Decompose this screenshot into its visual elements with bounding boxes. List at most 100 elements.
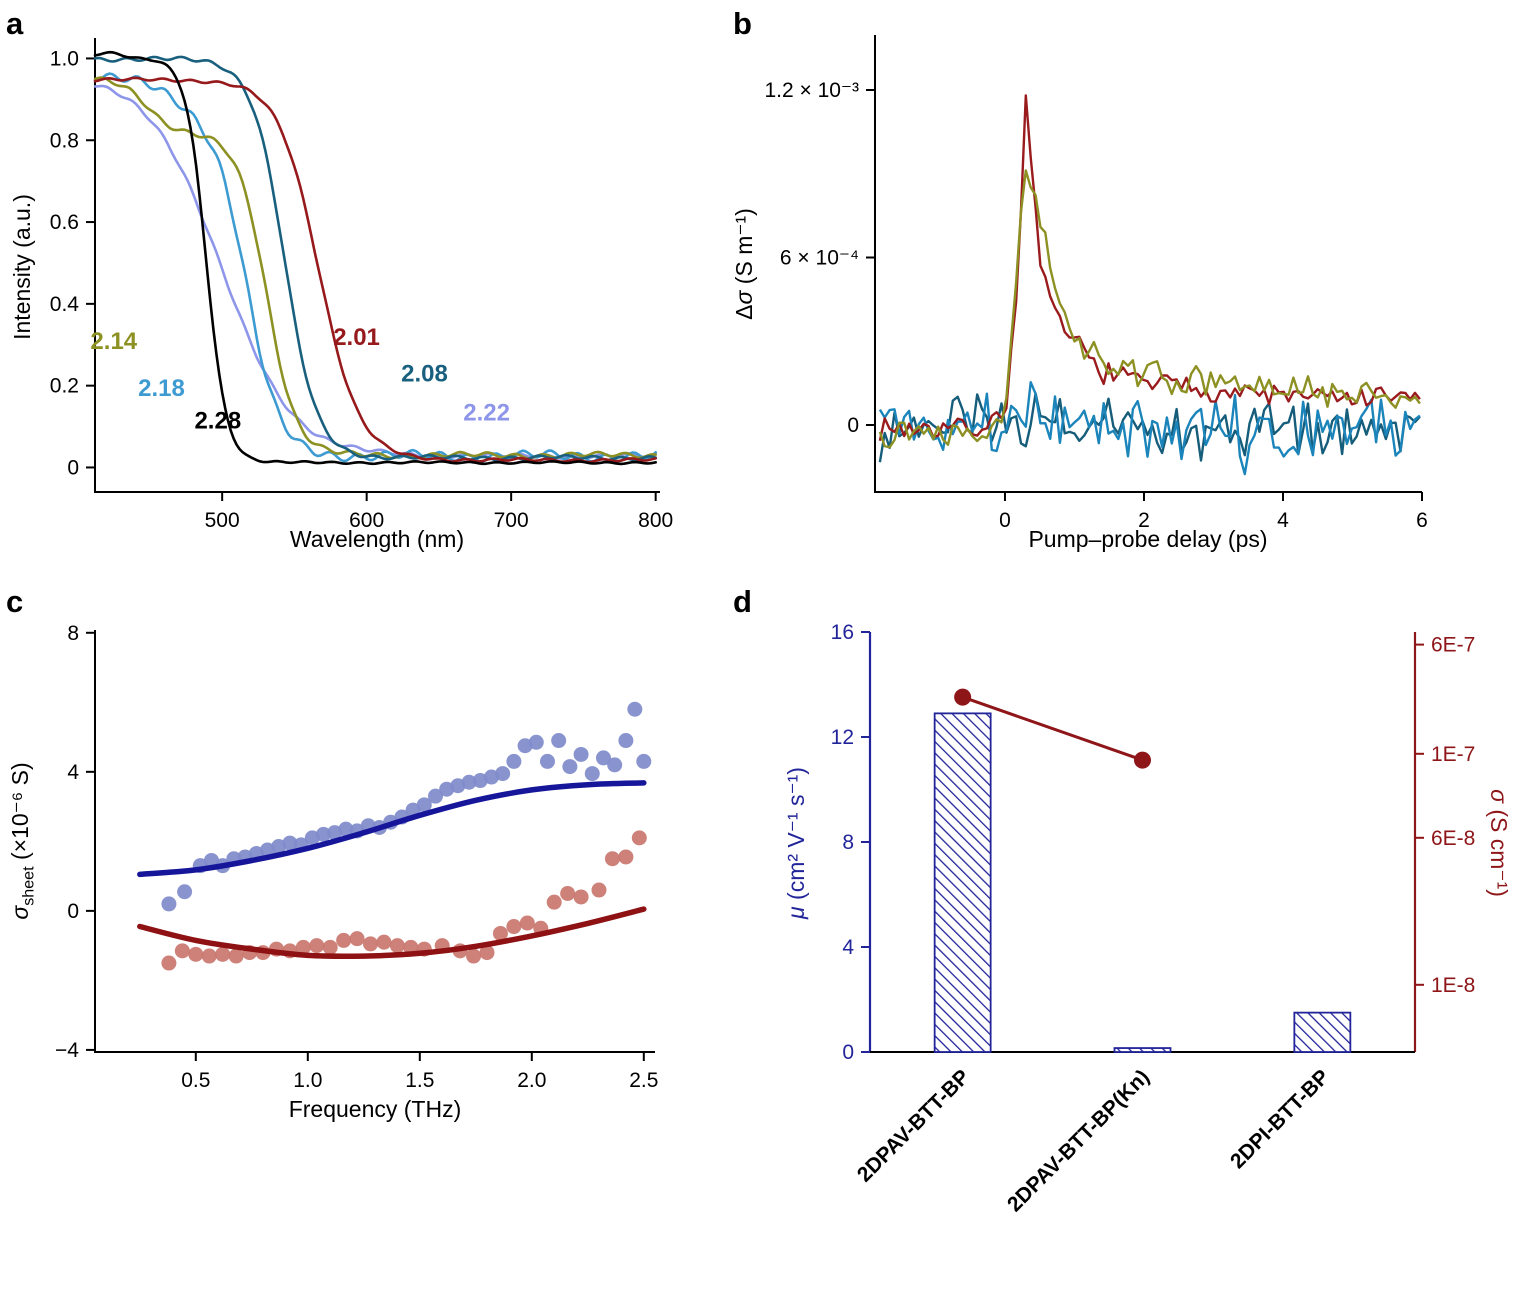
sigma-symbol: σ	[1486, 789, 1512, 803]
imag-part-data-point	[174, 943, 190, 959]
imag-part-data-point	[295, 939, 311, 955]
imag-part-data-point	[519, 915, 535, 931]
panel-c-plot: 0.5 1.0 1.5 2.0 2.5 −4 0 4 8	[55, 622, 658, 1092]
axes-spines	[94, 38, 660, 493]
imag-part-data-point	[618, 849, 634, 865]
left-y-tick-label: 0	[842, 1041, 854, 1064]
imag-part-data-point	[631, 830, 647, 846]
imag-part-data-point	[309, 938, 325, 954]
y-tick-label: 1.0	[50, 47, 79, 70]
mu-symbol: μ	[783, 906, 809, 919]
imag-part-data-point	[546, 894, 562, 910]
right-y-tick-label: 1E-8	[1431, 974, 1475, 997]
y-tick-label: 0	[67, 900, 79, 923]
right-y-tick-label: 6E-8	[1431, 827, 1475, 850]
light-blue-trace	[878, 381, 1421, 476]
imag-part-data-point	[349, 931, 365, 947]
panel-b-ylabel-units: (S m⁻¹)	[731, 208, 757, 291]
imag-part-data-point	[591, 882, 607, 898]
panel-d-right-units: (S cm⁻¹)	[1486, 802, 1512, 897]
bandgap-label-2.01: 2.01	[333, 324, 380, 351]
real-part-data-point	[627, 701, 643, 717]
panel-d-plot: 0 4 8 12 16 6E-7 1E-7 6E-8 1E-8 2DPAV-BTT-BP 2DPAV…	[831, 621, 1476, 1216]
spectrum-curve-2.22	[93, 84, 657, 460]
conductivity-point-2DPAV-BTT-BP(Kn)	[1134, 751, 1151, 769]
panel-a-xlabel: Wavelength (nm)	[289, 526, 465, 552]
imag-part-data-point	[573, 889, 589, 905]
panel-b-plot: 0 2 4 6 0 6 × 10⁻⁴ 1.2 × 10⁻³	[764, 35, 1428, 532]
real-part-data-point	[528, 734, 544, 750]
imag-part-data-point	[560, 885, 576, 901]
imag-part-data-point	[215, 946, 231, 962]
left-y-tick-label: 8	[842, 831, 854, 854]
real-part-data-point	[427, 788, 443, 804]
x-tick-label: 0	[999, 509, 1011, 532]
left-y-tick-label: 4	[842, 936, 854, 959]
y-tick-label: −4	[55, 1039, 79, 1062]
bandgap-label-2.28: 2.28	[194, 408, 241, 435]
y-tick-label: 0	[847, 414, 859, 437]
sheet-subscript: sheet	[19, 866, 38, 906]
y-tick-label: 0.2	[50, 375, 79, 398]
panel-d-right-ylabel: σ (S cm⁻¹)	[1482, 613, 1512, 1073]
imag-part-data-point	[161, 955, 177, 971]
x-tick-label: 700	[494, 509, 529, 532]
x-tick-label: 4	[1277, 509, 1289, 532]
panel-c-ylabel-units: (×10⁻⁶ S)	[7, 762, 33, 867]
spectrum-curve-2.28	[93, 50, 657, 466]
category-label-2DPI-BTT-BP: 2DPI-BTT-BP	[1226, 1065, 1334, 1173]
real-part-data-point	[416, 797, 432, 813]
panel-c-letter: c	[6, 584, 24, 619]
imag-part-data-point	[389, 938, 405, 954]
panel-a-ylabel: Intensity (a.u.)	[9, 194, 35, 340]
real-part-data-point	[461, 774, 477, 790]
imag-part-data-point	[363, 936, 379, 952]
x-tick-label: 2	[1138, 509, 1150, 532]
x-tick-label: 6	[1416, 509, 1428, 532]
panel-c-xlabel: Frequency (THz)	[288, 1096, 462, 1122]
real-part-data-point	[161, 896, 177, 912]
y-tick-label: 0.6	[50, 211, 79, 234]
panel-c-ylabel: σsheet (×10⁻⁶ S)	[7, 611, 38, 1071]
real-part-data-point	[315, 826, 331, 842]
mobility-bar-2DPAV-BTT-BP(Kn)	[1113, 1047, 1172, 1053]
y-tick-label: 0	[67, 456, 79, 479]
x-tick-label: 500	[205, 509, 240, 532]
y-tick-label: 0.4	[50, 293, 80, 316]
axes-spines	[874, 35, 1422, 493]
panel-d-left-ylabel: μ (cm² V⁻¹ s⁻¹)	[783, 613, 813, 1073]
left-y-tick-label: 12	[831, 726, 854, 749]
imag-part-data-point	[466, 948, 482, 964]
x-tick-label: 1.0	[293, 1069, 322, 1092]
panel-a-plot: 500 600 700 800 0 0.2 0.4 0.6 0.8 1.0 2.142.18 2.28…	[50, 38, 673, 532]
x-tick-label: 2.0	[517, 1069, 546, 1092]
x-tick-label: 2.5	[629, 1069, 658, 1092]
real-part-data-point	[562, 759, 578, 775]
panel-a-letter: a	[6, 6, 24, 41]
real-part-data-point	[338, 821, 354, 837]
real-part-data-point	[584, 766, 600, 782]
real-part-data-point	[607, 757, 623, 773]
category-label-2DPAV-BTT-BP: 2DPAV-BTT-BP	[853, 1065, 974, 1186]
dark-blue-trace	[878, 392, 1421, 463]
real-part-data-point	[495, 766, 511, 782]
axes-spines	[94, 630, 655, 1053]
olive-trace	[878, 169, 1421, 449]
real-part-data-point	[506, 753, 522, 769]
imag-part-data-point	[201, 948, 217, 964]
conductivity-point-2DPAV-BTT-BP	[954, 688, 972, 706]
real-part-data-point	[618, 733, 634, 749]
imag-part-data-point	[336, 932, 352, 948]
sigma-symbol: σ	[7, 905, 33, 920]
mobility-bar-2DPI-BTT-BP	[1293, 1011, 1352, 1053]
category-label-2DPAV-BTT-BP(Kn): 2DPAV-BTT-BP(Kn)	[1003, 1065, 1154, 1216]
imag-part-data-point	[228, 948, 244, 964]
bandgap-label-2.18: 2.18	[138, 375, 185, 402]
imag-part-data-point	[492, 925, 508, 941]
bandgap-label-2.22: 2.22	[463, 399, 510, 426]
real-part-data-point	[573, 746, 589, 762]
imag-part-data-point	[376, 934, 392, 950]
real-part-data-point	[636, 753, 652, 769]
